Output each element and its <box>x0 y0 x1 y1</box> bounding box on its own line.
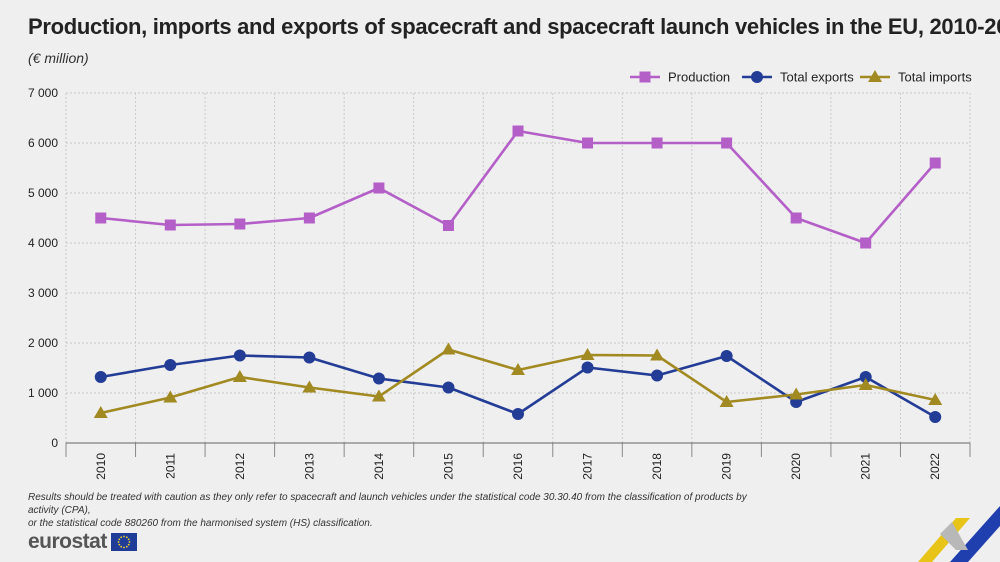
corner-decoration <box>918 506 1000 562</box>
x-tick-label: 2014 <box>372 453 386 480</box>
x-tick-label: 2019 <box>720 453 734 480</box>
legend-label-production: Production <box>668 70 730 85</box>
data-point-production <box>95 212 107 224</box>
x-tick-label: 2020 <box>789 453 803 480</box>
data-point-total-imports <box>163 390 178 403</box>
x-tick-label: 2013 <box>302 453 316 480</box>
line-chart: 0 1 000 2 000 3 000 4 000 5 000 6 000 7 000 2010… <box>28 70 972 480</box>
data-point-total-exports <box>720 350 733 362</box>
data-point-production <box>929 157 941 169</box>
x-tick-label: 2016 <box>511 453 525 480</box>
data-point-total-imports <box>302 380 317 393</box>
x-tick-label: 2015 <box>441 453 455 480</box>
data-point-production <box>512 125 524 137</box>
data-point-total-exports <box>164 359 177 371</box>
data-point-total-imports <box>441 342 456 355</box>
data-point-production <box>373 182 385 194</box>
data-point-total-imports <box>650 348 665 361</box>
series-line-total-imports <box>100 348 936 415</box>
eurostat-logo: eurostat <box>28 530 137 554</box>
data-point-total-imports <box>928 393 943 405</box>
footnote-line-2: or the statistical code 880260 from the … <box>28 518 373 529</box>
data-point-total-imports <box>93 406 108 418</box>
eu-flag-icon <box>110 533 137 551</box>
legend-label-total-imports: Total imports <box>898 70 972 85</box>
data-point-production <box>790 212 802 224</box>
chart-title: Production, imports and exports of space… <box>28 14 1000 39</box>
data-point-total-imports <box>511 363 525 375</box>
footnote-line-1: Results should be treated with caution a… <box>28 492 747 516</box>
data-point-total-exports <box>303 351 316 364</box>
x-tick-label: 2018 <box>650 453 664 480</box>
y-tick-label: 5 000 <box>28 186 58 200</box>
series-line-production <box>100 129 937 245</box>
data-point-production <box>303 212 315 224</box>
y-tick-label: 1 000 <box>28 386 58 400</box>
data-point-production <box>164 219 176 231</box>
data-point-production <box>860 237 872 249</box>
legend-marker-production <box>639 71 651 83</box>
legend-marker-total-imports <box>868 70 882 82</box>
footnote: Results should be treated with caution a… <box>28 491 748 530</box>
data-point-total-imports <box>371 389 386 402</box>
x-tick-label: 2022 <box>928 453 942 480</box>
data-point-total-exports <box>442 381 455 394</box>
data-point-production <box>651 137 663 149</box>
unit-label: (€ million) <box>28 50 89 66</box>
data-point-total-exports <box>651 369 664 382</box>
x-tick-label: 2012 <box>233 453 247 480</box>
y-tick-label: 7 000 <box>28 86 58 100</box>
data-point-total-exports <box>512 408 524 420</box>
data-point-total-imports <box>232 370 247 382</box>
data-point-total-imports <box>580 348 595 360</box>
data-point-total-exports <box>372 372 385 385</box>
data-point-total-exports <box>581 361 594 374</box>
data-point-total-exports <box>233 349 246 362</box>
data-point-total-imports <box>789 387 804 400</box>
data-point-production <box>234 218 246 230</box>
data-point-production <box>442 220 454 231</box>
data-point-total-exports <box>94 371 107 383</box>
eurostat-wordmark: eurostat <box>28 530 107 553</box>
data-point-total-exports <box>859 371 872 383</box>
x-tick-label: 2010 <box>94 453 108 480</box>
legend-label-total-exports: Total exports <box>780 70 854 85</box>
data-point-production <box>721 137 733 149</box>
legend-marker-total-exports <box>751 71 763 83</box>
y-tick-label: 6 000 <box>28 136 58 150</box>
data-point-total-imports <box>719 395 734 407</box>
data-point-production <box>582 137 594 149</box>
y-tick-label: 4 000 <box>28 236 58 250</box>
y-tick-label: 0 <box>51 436 58 450</box>
y-tick-label: 2 000 <box>28 336 58 350</box>
y-tick-label: 3 000 <box>28 286 58 300</box>
x-tick-label: 2011 <box>163 453 177 479</box>
x-tick-label: 2021 <box>859 453 873 480</box>
data-point-total-imports <box>858 378 873 390</box>
data-point-total-exports <box>929 411 942 423</box>
x-tick-label: 2017 <box>581 453 595 480</box>
